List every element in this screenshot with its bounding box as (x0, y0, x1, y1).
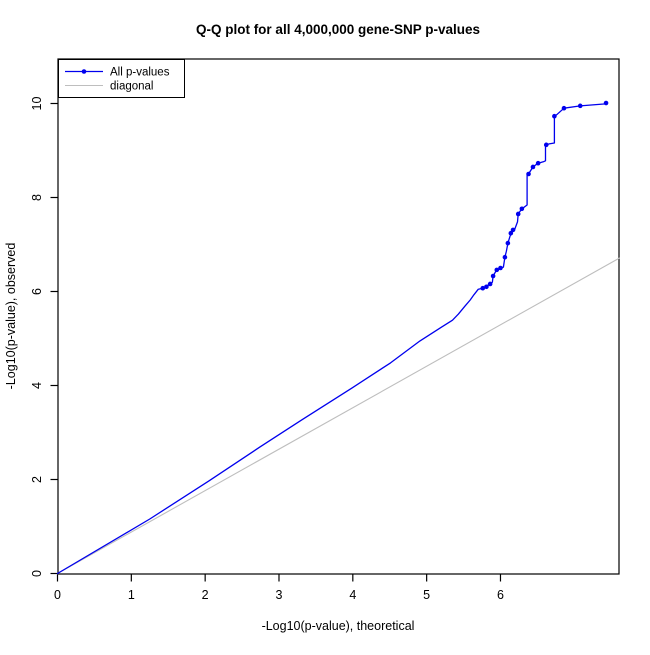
data-point-marker (603, 100, 609, 106)
x-tick-label: 0 (54, 588, 61, 602)
x-tick-label: 6 (497, 588, 504, 602)
y-tick-label: 8 (30, 194, 44, 201)
legend-marker-icon (81, 69, 87, 74)
data-point-marker (490, 273, 496, 279)
data-point-marker (552, 113, 557, 119)
y-tick-label: 10 (30, 97, 44, 111)
y-tick-label: 0 (30, 570, 44, 577)
data-point-marker (508, 230, 514, 236)
data-point-marker (530, 164, 536, 170)
diagonal-line (56, 257, 620, 575)
data-point-marker (577, 103, 583, 109)
x-tick-label: 4 (349, 588, 356, 602)
data-point-marker (561, 105, 567, 111)
data-point-marker (494, 267, 500, 273)
data-point-marker (487, 281, 493, 287)
data-point-marker (515, 211, 521, 217)
plot-border (57, 58, 620, 575)
x-tick-label: 1 (128, 588, 135, 602)
y-tick-label: 6 (30, 288, 44, 295)
data-point-marker (519, 206, 525, 212)
data-point-marker (505, 240, 511, 246)
legend-label-diagonal: diagonal (110, 81, 153, 93)
data-point-marker (543, 142, 549, 148)
data-point-marker (526, 171, 531, 177)
y-axis-label: -Log10(p-value), observed (4, 243, 18, 390)
x-tick-label: 3 (276, 588, 283, 602)
legend: All p-values diagonal (58, 59, 185, 98)
legend-box (58, 59, 185, 98)
y-tick-label: 4 (30, 382, 44, 389)
data-point-marker (480, 285, 486, 291)
data-point-marker (502, 254, 508, 260)
x-axis-label: -Log10(p-value), theoretical (262, 619, 415, 633)
x-tick-label: 2 (202, 588, 209, 602)
data-point-marker (535, 160, 541, 166)
data-series (56, 100, 620, 575)
data-point-marker (510, 227, 516, 233)
axis-ticks: 0 1 2 3 4 5 6 0 2 4 6 8 10 (30, 97, 504, 602)
data-point-marker (498, 265, 503, 271)
x-tick-label: 5 (423, 588, 430, 602)
y-tick-label: 2 (30, 476, 44, 483)
legend-label-all-pvalues: All p-values (110, 67, 170, 79)
chart-title: Q-Q plot for all 4,000,000 gene-SNP p-va… (196, 22, 480, 37)
all-pvalues-line (56, 102, 607, 575)
data-point-marker (484, 284, 489, 290)
